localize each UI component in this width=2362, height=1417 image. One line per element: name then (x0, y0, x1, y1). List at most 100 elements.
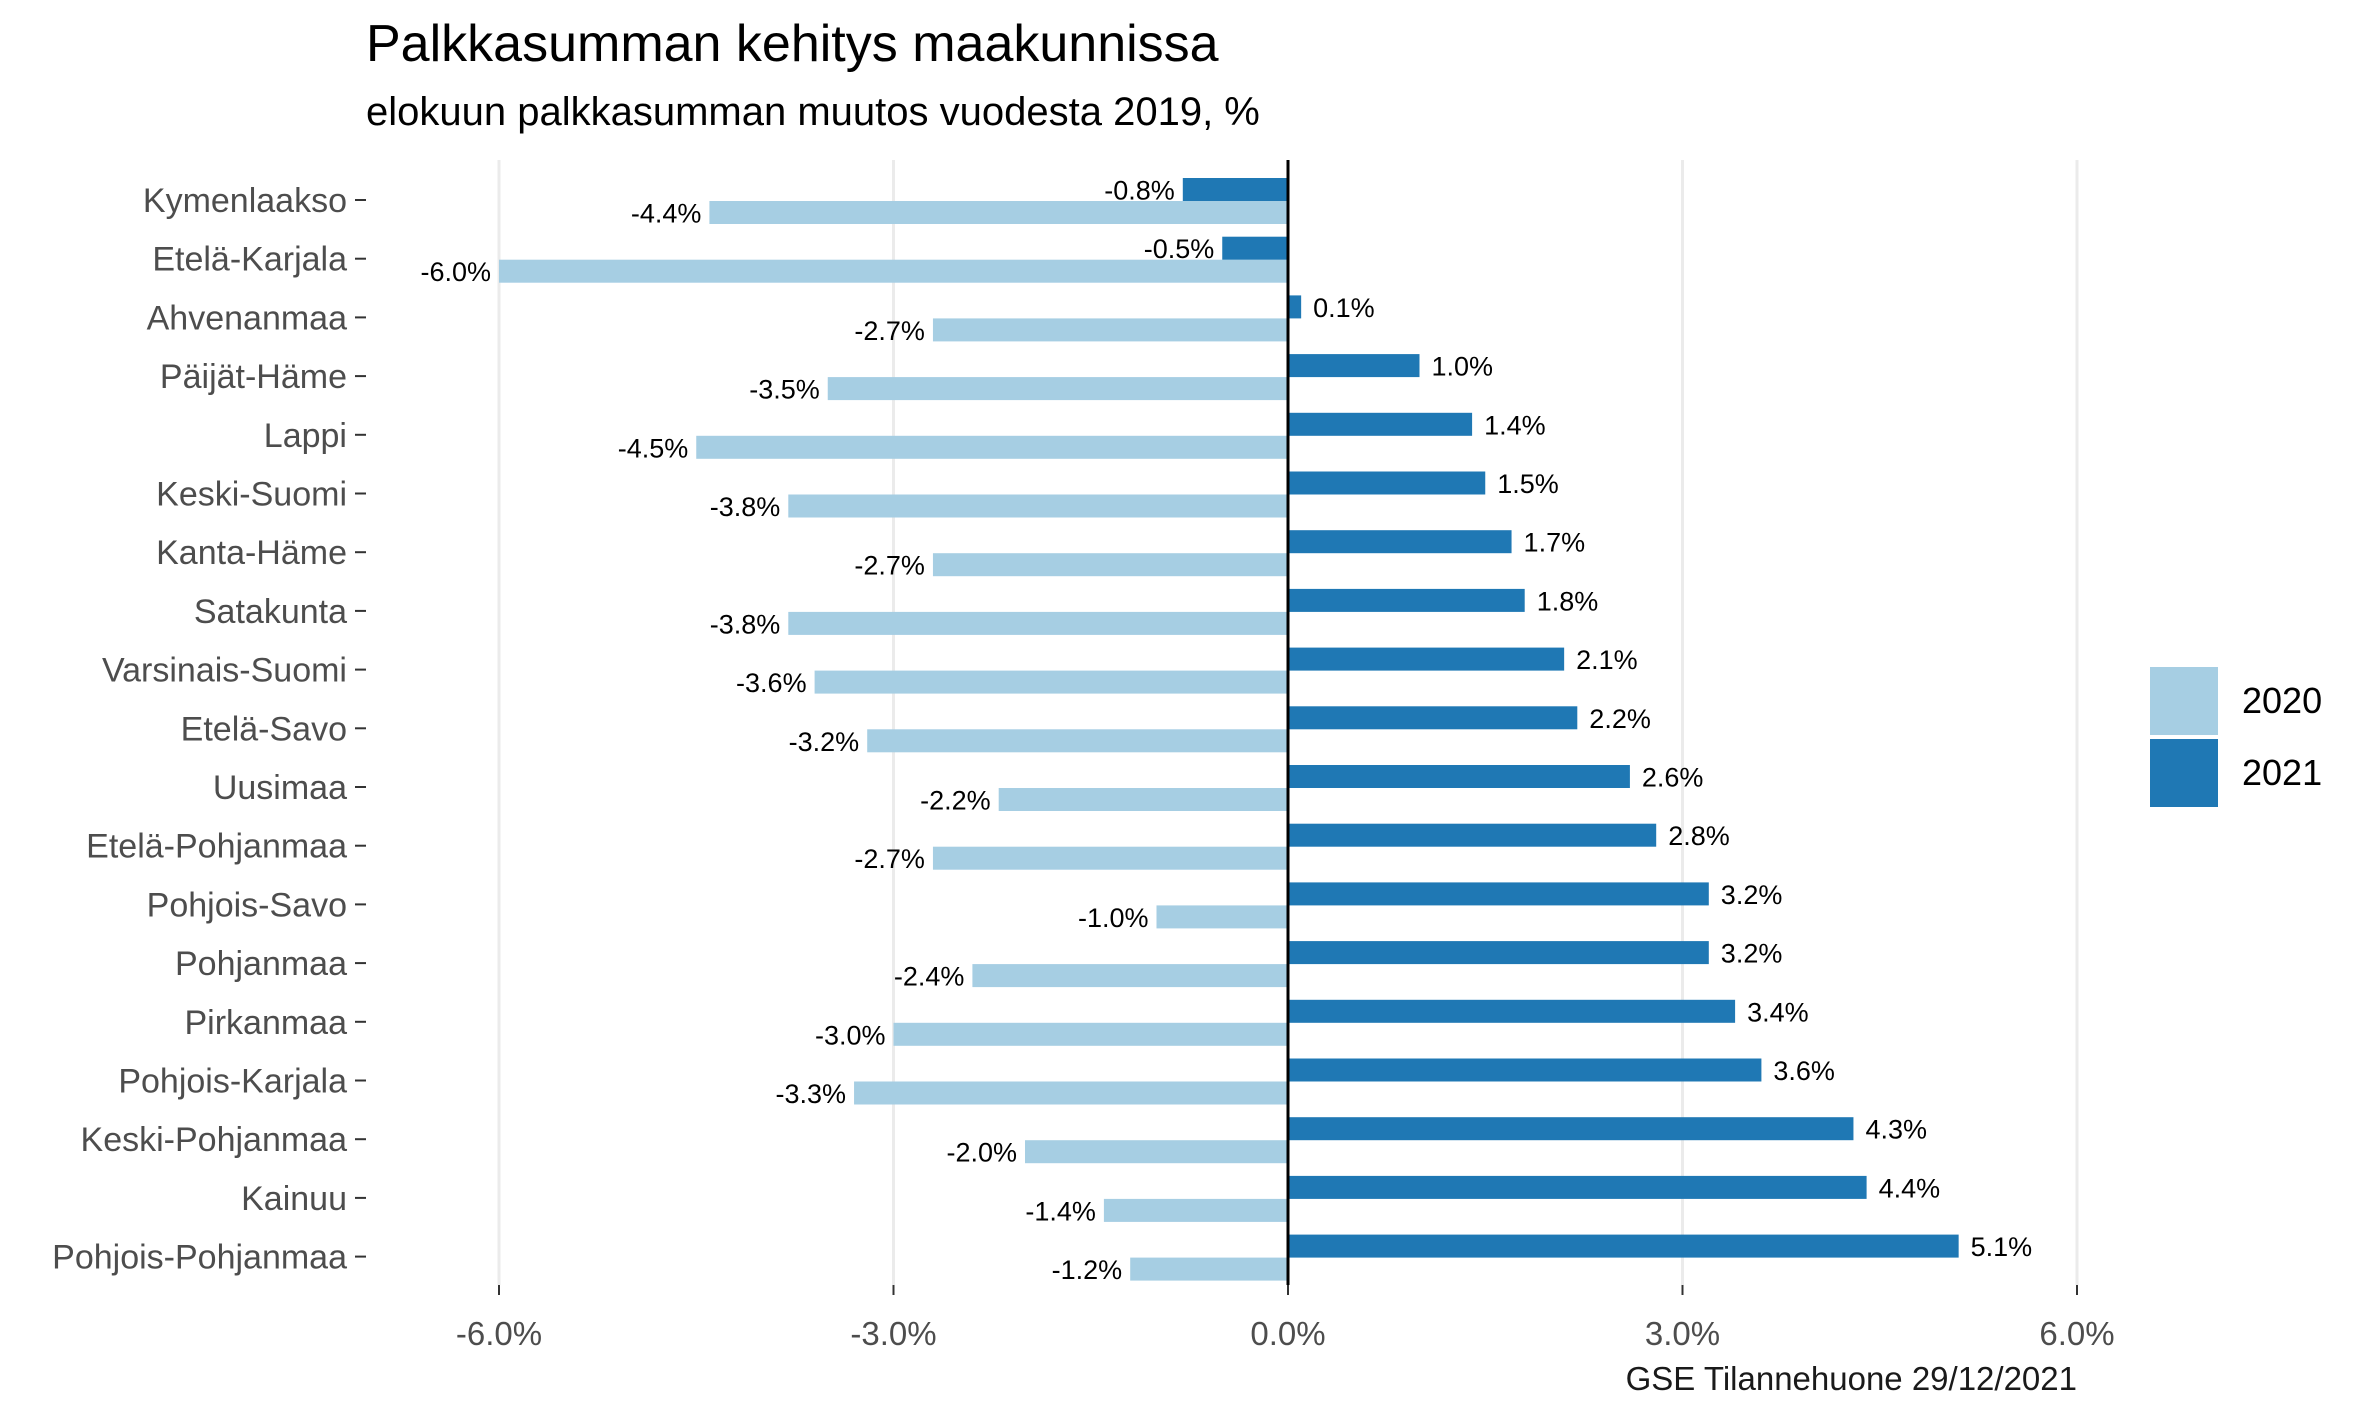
bar-2021 (1288, 412, 1473, 436)
bar-2021 (1288, 1117, 1854, 1141)
data-label: -2.7% (854, 316, 925, 346)
bar-2021 (1288, 1234, 1959, 1258)
data-label: 1.8% (1537, 586, 1599, 616)
data-label: -3.8% (710, 492, 781, 522)
y-tick-label: Kainuu (241, 1180, 347, 1218)
data-label: -2.7% (854, 844, 925, 874)
bar-2020 (696, 435, 1288, 459)
bar-2020 (1025, 1140, 1288, 1164)
legend-item-2021: 2021 (2150, 737, 2322, 809)
bar-2020 (814, 670, 1288, 694)
y-tick-label: Etelä-Pohjanmaa (86, 828, 347, 866)
data-label: -3.8% (710, 609, 781, 639)
data-label: 1.5% (1497, 469, 1559, 499)
bar-2020 (854, 1081, 1288, 1105)
data-label: -4.4% (631, 199, 702, 229)
bar-2020 (709, 201, 1288, 224)
data-label: -1.0% (1078, 903, 1149, 933)
bar-2020 (1130, 1257, 1288, 1281)
data-label: -2.7% (854, 551, 925, 581)
data-label: 0.1% (1313, 293, 1375, 323)
data-label: -2.2% (920, 786, 991, 816)
x-tick-label: -3.0% (850, 1315, 936, 1352)
y-tick-label: Varsinais-Suomi (102, 652, 347, 690)
data-label: 3.6% (1773, 1056, 1835, 1086)
bar-2021 (1222, 236, 1288, 260)
data-label: -0.5% (1144, 234, 1215, 264)
data-label: -3.6% (736, 668, 807, 698)
bar-2020 (893, 1022, 1288, 1046)
data-label: 2.1% (1576, 645, 1638, 675)
bar-2021 (1288, 1058, 1762, 1082)
bar-2020 (932, 553, 1288, 577)
legend: 2020 2021 (2150, 665, 2322, 809)
bar-2021 (1288, 588, 1525, 612)
bar-layer (499, 178, 1959, 1281)
data-label: -3.3% (776, 1079, 847, 1109)
bar-2020 (932, 318, 1288, 342)
data-label: 2.2% (1589, 704, 1651, 734)
bar-2020 (788, 611, 1288, 635)
y-tick-label: Etelä-Savo (181, 710, 347, 748)
y-tick-label: Keski-Pohjanmaa (81, 1121, 348, 1159)
y-tick-label: Keski-Suomi (156, 476, 347, 514)
bar-2021 (1288, 823, 1657, 847)
y-tick-label: Satakunta (194, 593, 347, 631)
x-tick-label: -6.0% (456, 1315, 542, 1352)
data-label: 3.2% (1721, 939, 1783, 969)
bar-2021 (1288, 295, 1302, 319)
bar-2020 (932, 846, 1288, 870)
bar-2021 (1288, 882, 1709, 906)
data-label: 2.8% (1668, 821, 1730, 851)
y-tick-label: Kanta-Häme (156, 534, 347, 572)
data-label: -1.2% (1052, 1255, 1123, 1285)
bar-2021 (1288, 941, 1709, 965)
data-label: -4.5% (618, 433, 689, 463)
data-label: 3.4% (1747, 997, 1809, 1027)
bar-2020 (1156, 905, 1288, 929)
y-tick-label: Pohjanmaa (175, 945, 347, 983)
bar-2021 (1288, 647, 1565, 671)
legend-swatch-2021 (2150, 739, 2218, 807)
x-tick-label: 3.0% (1645, 1315, 1720, 1352)
label-layer: -4.4% -6.0% -2.7% -3.5% -4.5% -3.8% -2.7% -3.8%… (420, 176, 2032, 1286)
bar-2021 (1288, 999, 1736, 1023)
chart-subtitle: elokuun palkkasumman muutos vuodesta 201… (366, 90, 1260, 134)
legend-swatch-2020 (2150, 667, 2218, 735)
y-tick-label: Päijät-Häme (160, 358, 347, 396)
data-label: 1.7% (1524, 528, 1586, 558)
source-caption: GSE Tilannehuone 29/12/2021 (1625, 1360, 2077, 1397)
bar-2020 (499, 259, 1288, 283)
data-label: 4.4% (1879, 1173, 1941, 1203)
bar-2021 (1288, 354, 1420, 378)
data-label: 3.2% (1721, 880, 1783, 910)
data-label: 5.1% (1971, 1232, 2033, 1262)
data-label: -3.2% (789, 727, 860, 757)
axis-layer: -6.0% -3.0% 0.0% 3.0% 6.0% Kymenlaakso Etelä-K… (52, 160, 2115, 1352)
y-tick-label: Pohjois-Pohjanmaa (52, 1239, 347, 1277)
x-tick-label: 6.0% (2039, 1315, 2114, 1352)
y-tick-label: Lappi (264, 417, 347, 455)
bar-2021 (1288, 706, 1578, 730)
data-label: 1.0% (1432, 352, 1494, 382)
y-tick-label: Kymenlaakso (143, 182, 347, 220)
y-tick-label: Etelä-Karjala (152, 241, 347, 279)
y-tick-label: Pohjois-Karjala (118, 1063, 347, 1101)
bar-2020 (788, 494, 1288, 518)
data-label: -1.4% (1025, 1196, 1096, 1226)
bar-2020 (827, 377, 1288, 401)
data-label: 4.3% (1865, 1115, 1927, 1145)
bar-2020 (998, 788, 1288, 811)
legend-label-2020: 2020 (2242, 680, 2323, 721)
legend-label-2021: 2021 (2242, 752, 2323, 793)
legend-item-2020: 2020 (2150, 665, 2322, 737)
bar-2021 (1288, 765, 1630, 788)
bar-2020 (1103, 1198, 1288, 1222)
chart-title: Palkkasumman kehitys maakunnissa (366, 15, 1219, 73)
bar-2021 (1182, 178, 1288, 201)
data-label: -6.0% (420, 257, 491, 287)
bar-2020 (867, 729, 1288, 753)
data-label: -3.5% (749, 375, 820, 405)
x-tick-label: 0.0% (1250, 1315, 1325, 1352)
